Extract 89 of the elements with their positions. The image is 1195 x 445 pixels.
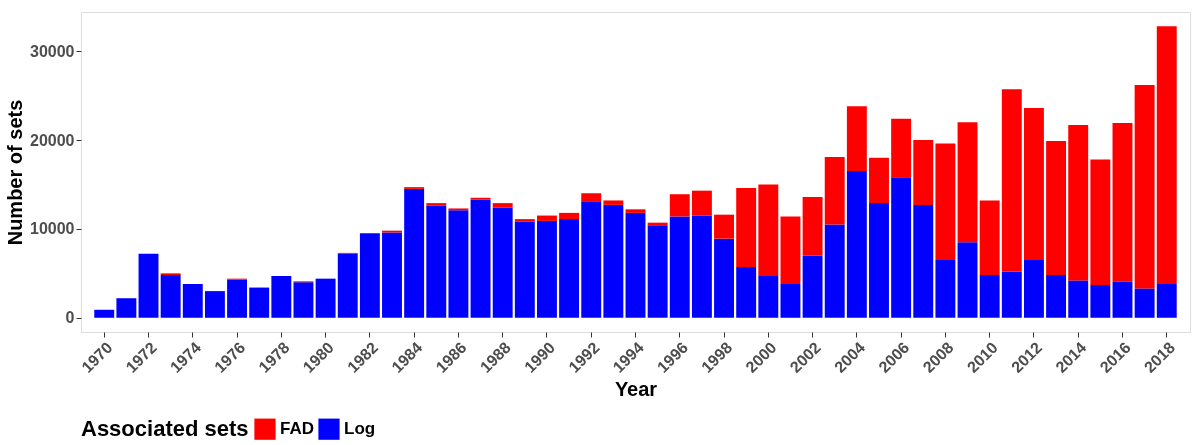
bar	[1090, 159, 1111, 285]
bar	[913, 140, 934, 205]
bar	[736, 188, 757, 268]
bar	[891, 177, 912, 318]
bar	[116, 298, 137, 318]
bar	[138, 253, 159, 318]
bar	[1068, 280, 1089, 318]
bar	[514, 219, 535, 222]
bar	[758, 184, 779, 276]
bar	[780, 284, 801, 318]
y-tick-label: 0	[65, 309, 75, 327]
bar	[1156, 26, 1177, 284]
bar	[537, 215, 557, 221]
bar	[603, 200, 624, 205]
bar	[94, 309, 115, 318]
bar	[426, 203, 447, 206]
bar	[1112, 281, 1133, 318]
bar	[913, 204, 934, 318]
bar	[669, 216, 690, 318]
legend-label: Log	[344, 419, 376, 439]
bar	[470, 199, 491, 318]
legend-title: Associated sets	[81, 416, 249, 441]
bar	[382, 232, 402, 318]
bar	[1068, 124, 1089, 281]
y-tick-label: 30000	[30, 42, 75, 60]
bar	[625, 209, 646, 213]
bar	[1001, 271, 1022, 318]
bar	[426, 205, 447, 318]
y-axis-title: Number of sets	[4, 99, 27, 246]
bar	[404, 188, 425, 318]
bar	[492, 207, 513, 318]
bar	[227, 279, 248, 318]
y-tick-label: 20000	[30, 131, 75, 149]
bar	[625, 212, 646, 318]
bar	[957, 122, 978, 243]
bar	[846, 171, 867, 318]
bar	[315, 278, 336, 318]
bar	[802, 196, 823, 256]
bar	[780, 216, 801, 284]
bar	[182, 284, 203, 318]
bar	[293, 282, 314, 318]
bar	[691, 215, 712, 318]
bar	[802, 255, 823, 318]
bar	[714, 238, 734, 318]
bar	[337, 253, 358, 318]
bar	[758, 276, 779, 318]
bar	[1046, 140, 1067, 276]
bar	[1134, 288, 1155, 318]
bar	[581, 201, 602, 318]
bar	[891, 118, 912, 178]
bar	[581, 193, 602, 202]
bar	[603, 204, 624, 318]
bar	[1023, 108, 1044, 260]
bar	[537, 220, 557, 318]
bar	[1001, 89, 1022, 272]
bar	[869, 203, 889, 318]
bar	[935, 260, 956, 318]
bar	[957, 242, 978, 318]
bar	[204, 291, 225, 318]
legend-label: FAD	[280, 419, 314, 439]
bar	[824, 156, 845, 225]
y-tick-label: 10000	[30, 220, 75, 238]
bar	[869, 157, 889, 204]
bar	[846, 106, 867, 172]
bar	[736, 267, 757, 318]
bar	[979, 200, 1000, 276]
bar	[1156, 284, 1177, 318]
bar	[1134, 84, 1155, 289]
bar	[1090, 284, 1111, 318]
bar	[359, 233, 380, 318]
x-axis-title: Year	[614, 377, 658, 400]
bar	[824, 224, 845, 318]
bar	[559, 219, 580, 318]
bar	[1112, 123, 1133, 282]
bar	[448, 210, 469, 318]
bar	[691, 190, 712, 216]
bar	[714, 214, 734, 239]
bar	[647, 225, 668, 318]
bar	[935, 143, 956, 260]
bar	[514, 221, 535, 318]
bar	[669, 194, 690, 217]
bar	[559, 212, 580, 220]
bar	[271, 276, 292, 318]
bar	[249, 287, 270, 318]
bar	[160, 275, 181, 318]
bar	[1046, 275, 1067, 318]
bar	[492, 203, 513, 208]
bar	[979, 275, 1000, 318]
bar	[1023, 260, 1044, 318]
